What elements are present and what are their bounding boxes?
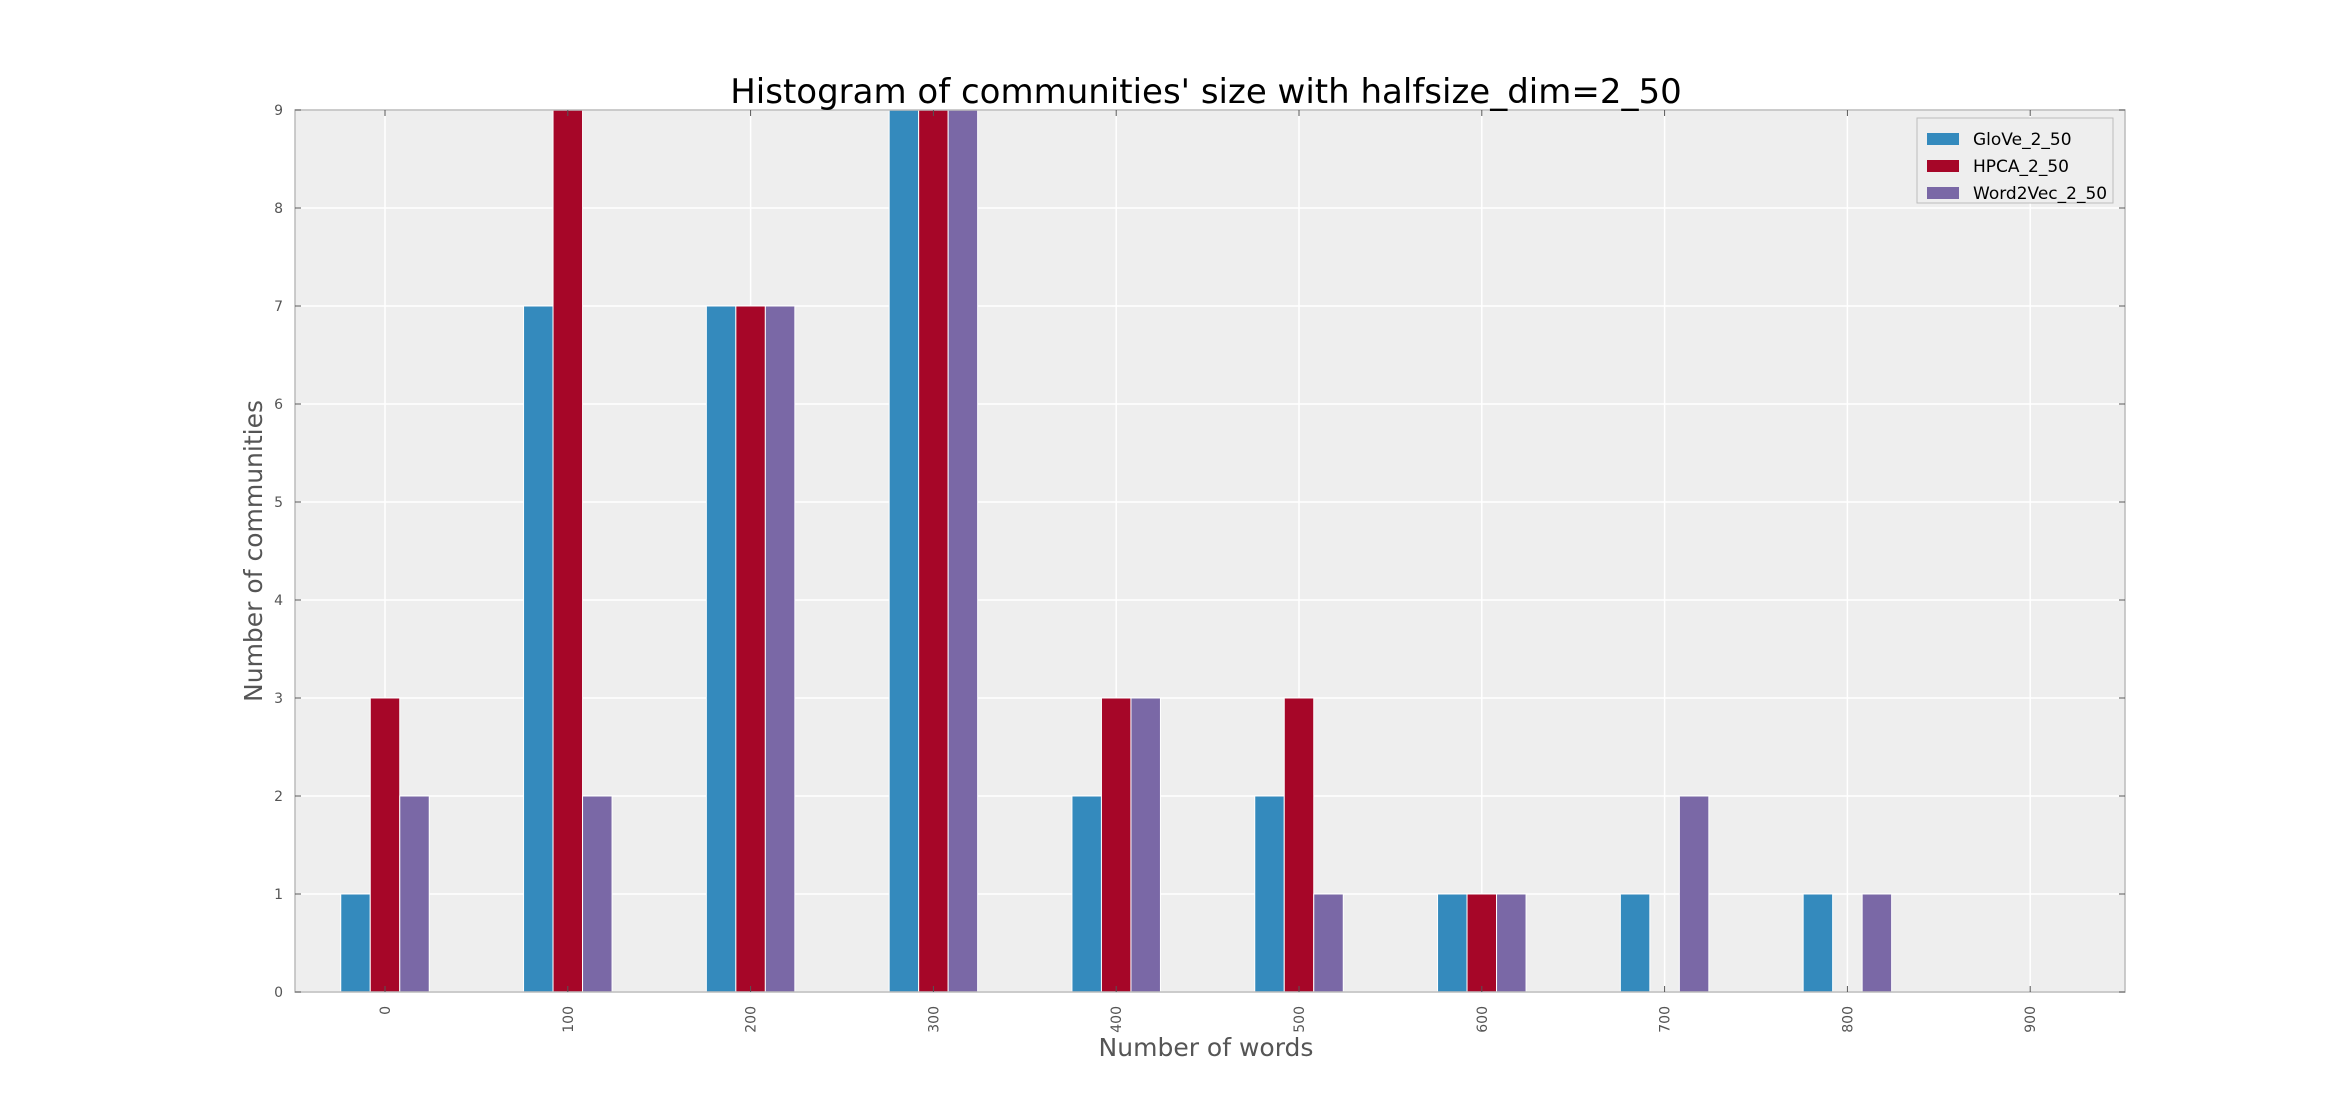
- legend-label-Word2Vec_2_50: Word2Vec_2_50: [1973, 184, 2107, 204]
- bar-GloVe_2_50-100: [523, 305, 554, 993]
- x-tick-label: 300: [926, 1006, 942, 1033]
- y-tick-label: 5: [274, 495, 283, 511]
- bar-HPCA_2_50-400: [1100, 697, 1132, 993]
- bar-GloVe_2_50-0: [340, 893, 371, 993]
- x-tick-label: 200: [744, 1006, 760, 1033]
- chart-title: Histogram of communities' size with half…: [730, 72, 1682, 112]
- bar-GloVe_2_50-700: [1619, 893, 1651, 993]
- bar-HPCA_2_50-300: [918, 109, 949, 993]
- bar-HPCA_2_50-100: [552, 109, 584, 993]
- bar-GloVe_2_50-500: [1254, 795, 1285, 993]
- bar-GloVe_2_50-800: [1802, 893, 1834, 993]
- bars: [340, 109, 1893, 993]
- bar-Word2Vec_2_50-0: [399, 795, 430, 993]
- x-tick-label: 700: [1658, 1006, 1674, 1033]
- bar-Word2Vec_2_50-100: [582, 795, 613, 993]
- bar-HPCA_2_50-0: [369, 697, 401, 993]
- x-tick-label: 600: [1475, 1006, 1491, 1033]
- bar-HPCA_2_50-600: [1466, 893, 1498, 993]
- axis-ticks: 0 1 2 3 4 5 6 7 8 9 0 100 200 300 400 500 600 700 800 900: [274, 103, 2125, 1033]
- legend: GloVe_2_50 HPCA_2_50 Word2Vec_2_50: [1916, 117, 2114, 204]
- x-tick-label: 500: [1292, 1006, 1308, 1033]
- bar-Word2Vec_2_50-400: [1130, 697, 1161, 993]
- bar-Word2Vec_2_50-600: [1496, 893, 1527, 993]
- legend-label-HPCA_2_50: HPCA_2_50: [1973, 157, 2069, 177]
- bar-GloVe_2_50-600: [1437, 893, 1468, 993]
- x-tick-label: 900: [2023, 1006, 2039, 1033]
- bar-Word2Vec_2_50-200: [764, 305, 796, 993]
- bar-Word2Vec_2_50-700: [1678, 795, 1710, 993]
- bar-GloVe_2_50-300: [888, 109, 920, 993]
- x-tick-label: 0: [378, 1006, 394, 1015]
- legend-label-GloVe_2_50: GloVe_2_50: [1973, 130, 2072, 150]
- x-tick-label: 400: [1109, 1006, 1125, 1033]
- legend-swatch-Word2Vec_2_50: [1927, 187, 1959, 199]
- bar-GloVe_2_50-400: [1071, 795, 1102, 993]
- bar-Word2Vec_2_50-500: [1313, 893, 1344, 993]
- y-tick-label: 2: [274, 789, 283, 805]
- y-tick-label: 1: [274, 887, 283, 903]
- plot-frame: [294, 109, 2126, 993]
- x-tick-label: 800: [1840, 1006, 1856, 1033]
- y-tick-label: 3: [274, 691, 283, 707]
- y-axis-label: Number of communities: [239, 400, 268, 702]
- y-tick-label: 6: [274, 397, 283, 413]
- y-tick-label: 4: [274, 593, 283, 609]
- legend-swatch-HPCA_2_50: [1927, 160, 1959, 172]
- y-tick-label: 0: [274, 985, 283, 1001]
- bar-HPCA_2_50-200: [735, 305, 766, 993]
- y-tick-label: 9: [274, 103, 283, 119]
- bar-Word2Vec_2_50-300: [947, 109, 979, 993]
- x-axis-label: Number of words: [1099, 1033, 1314, 1062]
- bar-HPCA_2_50-500: [1283, 697, 1315, 993]
- y-tick-label: 7: [274, 299, 283, 315]
- bar-Word2Vec_2_50-800: [1861, 893, 1893, 993]
- legend-swatch-GloVe_2_50: [1927, 133, 1959, 145]
- x-tick-label: 100: [561, 1006, 577, 1033]
- bar-GloVe_2_50-200: [705, 305, 737, 993]
- y-tick-label: 8: [274, 201, 283, 217]
